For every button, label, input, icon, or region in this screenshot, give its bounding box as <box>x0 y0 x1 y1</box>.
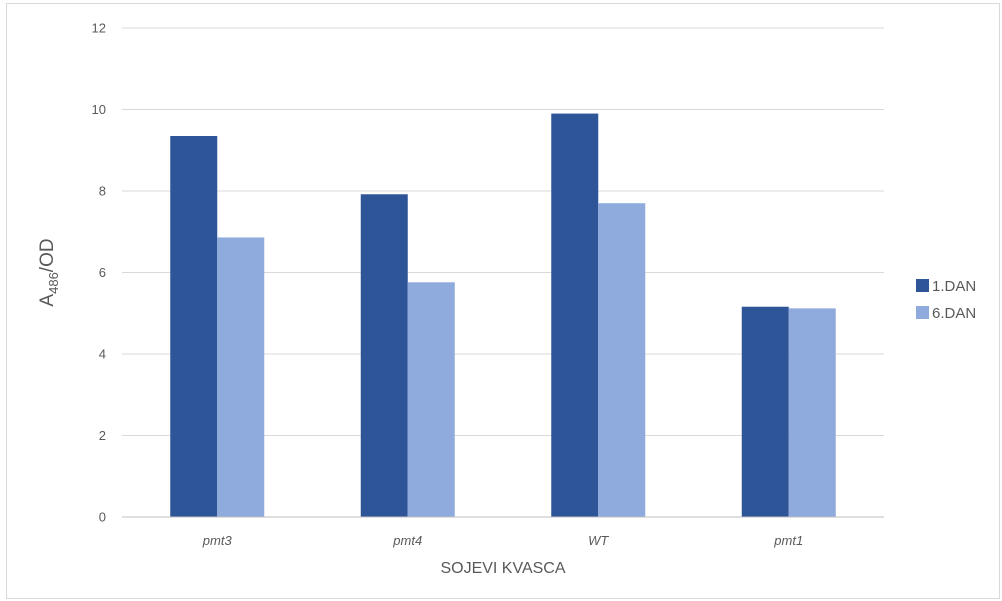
bar-6dan-pmt4 <box>407 282 455 517</box>
y-tick-label: 2 <box>99 428 106 443</box>
y-tick-label: 10 <box>92 102 106 117</box>
x-tick-labels: pmt3 pmt4 WT pmt1 <box>202 533 803 548</box>
legend-swatch <box>916 306 929 319</box>
bar-6dan-pmt3 <box>217 237 265 517</box>
y-axis-title-main: A <box>37 294 58 307</box>
bars <box>170 113 836 518</box>
y-axis-title-subscript: 486 <box>46 272 61 294</box>
x-tick-label: WT <box>588 533 609 548</box>
bar-1dan-pmt3 <box>170 135 218 518</box>
x-tick-label: pmt1 <box>773 533 803 548</box>
y-tick-label: 4 <box>99 347 106 362</box>
y-tick-label: 0 <box>99 510 106 525</box>
x-axis-title: SOJEVI KVASCA <box>440 560 565 577</box>
y-tick-labels: 0 2 4 6 8 10 12 <box>92 21 106 525</box>
legend: 1.DAN 6.DAN <box>916 278 976 322</box>
x-tick-label: pmt4 <box>392 533 422 548</box>
legend-swatch <box>916 279 929 292</box>
y-tick-label: 12 <box>92 21 106 36</box>
bar-1dan-pmt4 <box>360 194 408 517</box>
y-tick-label: 8 <box>99 184 106 199</box>
y-axis-title-suffix: /OD <box>37 238 58 272</box>
bar-1dan-pmt1 <box>741 306 789 517</box>
y-axis-title: A486/OD <box>37 238 61 306</box>
bar-6dan-wt <box>598 203 646 517</box>
y-tick-label: 6 <box>99 265 106 280</box>
bar-1dan-wt <box>551 113 599 517</box>
x-tick-label: pmt3 <box>202 533 233 548</box>
legend-label: 1.DAN <box>932 278 976 295</box>
legend-label: 6.DAN <box>932 305 976 322</box>
bar-6dan-pmt1 <box>788 308 836 517</box>
